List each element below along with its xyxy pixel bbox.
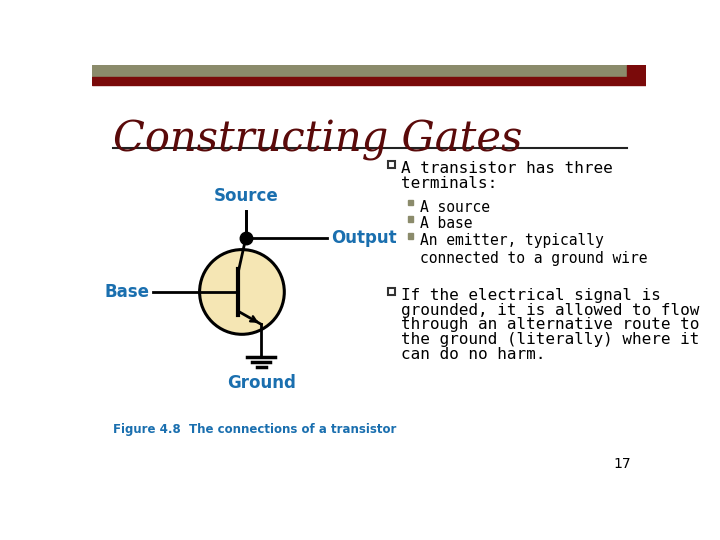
Bar — [92, 65, 627, 77]
Text: An emitter, typically
connected to a ground wire: An emitter, typically connected to a gro… — [420, 233, 647, 266]
Bar — [408, 200, 413, 205]
Bar — [627, 65, 647, 77]
Text: 17: 17 — [613, 457, 631, 471]
Bar — [92, 77, 647, 85]
Text: terminals:: terminals: — [401, 177, 498, 192]
Bar — [408, 233, 413, 239]
Text: Ground: Ground — [227, 374, 296, 393]
Text: the ground (literally) where it: the ground (literally) where it — [401, 332, 700, 347]
Text: Figure 4.8  The connections of a transistor: Figure 4.8 The connections of a transist… — [113, 423, 397, 436]
Text: grounded, it is allowed to flow: grounded, it is allowed to flow — [401, 303, 700, 318]
Circle shape — [199, 249, 284, 334]
Text: through an alternative route to: through an alternative route to — [401, 318, 700, 332]
Text: A base: A base — [420, 217, 472, 232]
Bar — [408, 217, 413, 222]
Text: If the electrical signal is: If the electrical signal is — [401, 288, 661, 303]
Text: can do no harm.: can do no harm. — [401, 347, 546, 362]
Text: Output: Output — [331, 229, 397, 247]
Text: Source: Source — [213, 187, 278, 205]
Text: A source: A source — [420, 200, 490, 214]
Text: Constructing Gates: Constructing Gates — [113, 119, 523, 161]
Text: Base: Base — [104, 283, 150, 301]
Text: A transistor has three: A transistor has three — [401, 161, 613, 176]
